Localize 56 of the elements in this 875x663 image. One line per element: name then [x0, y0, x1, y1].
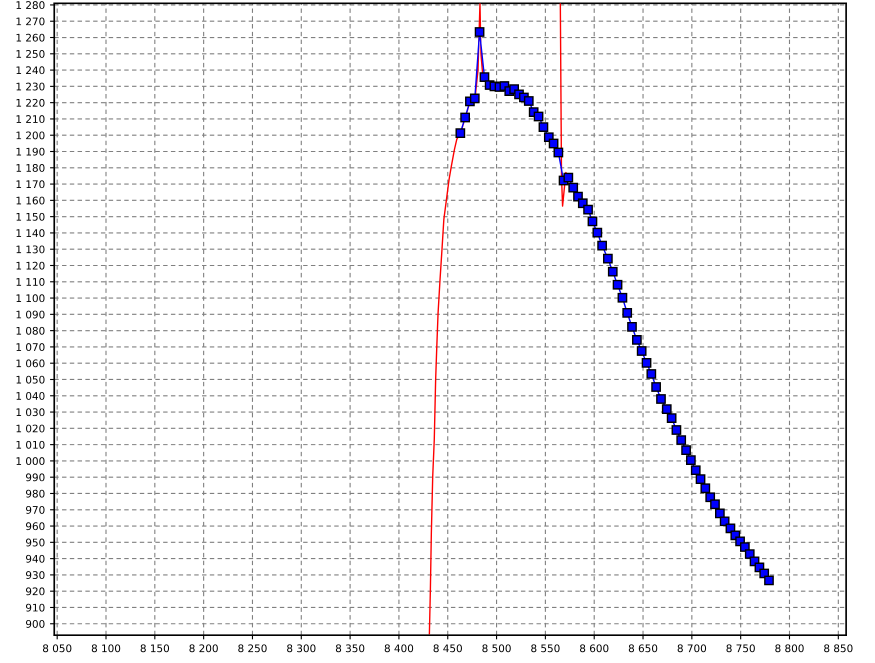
y-tick-label: 930 [26, 571, 45, 580]
y-tick-label: 1 030 [16, 408, 45, 416]
x-tick-label: 8 600 [580, 644, 608, 652]
y-tick-label: 920 [26, 587, 45, 596]
y-tick-label: 1 090 [16, 310, 45, 318]
y-tick-label: 1 020 [16, 424, 45, 432]
y-tick-label: 1 270 [16, 17, 45, 26]
x-tick-label: 8 450 [434, 644, 462, 652]
y-tick-label: 1 070 [16, 343, 45, 352]
x-tick-label: 8 300 [287, 644, 316, 652]
y-tick-label: 1 230 [16, 82, 45, 90]
y-tick-label: 1 250 [16, 50, 45, 58]
x-tick-label: 8 200 [189, 644, 218, 652]
y-tick-label: 1 240 [16, 66, 45, 74]
y-tick-label: 1 280 [16, 1, 45, 10]
y-tick-label: 1 160 [16, 196, 45, 204]
x-tick-label: 8 100 [92, 644, 120, 652]
y-tick-label: 1 130 [16, 245, 45, 254]
y-tick-label: 1 180 [16, 164, 45, 172]
y-tick-label: 1 110 [16, 278, 45, 286]
x-tick-label: 8 750 [726, 644, 755, 652]
y-tick-label: 1 050 [16, 376, 45, 384]
x-tick-label: 8 500 [482, 644, 511, 652]
y-tick-label: 900 [26, 620, 45, 628]
y-tick-label: 1 210 [16, 115, 45, 124]
x-tick-label: 8 650 [628, 644, 658, 652]
x-tick-label: 8 550 [531, 644, 560, 652]
y-tick-label: 910 [26, 604, 45, 612]
x-tick-label: 8 350 [336, 644, 364, 652]
x-tick-label: 8 400 [384, 644, 414, 652]
y-tick-label: 1 170 [16, 180, 45, 188]
y-tick-label: 1 000 [16, 457, 45, 466]
y-tick-label: 970 [26, 506, 45, 514]
x-tick-label: 8 250 [238, 644, 267, 652]
y-tick-label: 1 220 [16, 98, 45, 107]
x-tick-label: 8 850 [824, 644, 853, 652]
y-tick-label: 1 060 [16, 359, 45, 368]
y-tick-label: 1 260 [16, 34, 45, 42]
y-tick-label: 1 150 [16, 212, 45, 221]
y-tick-label: 960 [26, 522, 45, 530]
y-tick-label: 1 040 [16, 392, 45, 400]
x-tick-label: 8 800 [775, 644, 804, 652]
y-tick-label: 950 [26, 538, 45, 546]
y-tick-label: 1 100 [16, 294, 45, 302]
y-tick-label: 990 [26, 473, 45, 482]
y-tick-label: 940 [26, 554, 45, 563]
y-tick-label: 1 140 [16, 229, 45, 238]
y-tick-label: 980 [26, 490, 45, 498]
y-tick-label: 1 200 [16, 131, 45, 140]
y-tick-label: 1 190 [16, 148, 45, 156]
y-tick-label: 1 010 [16, 440, 45, 449]
x-tick-label: 8 700 [678, 644, 706, 652]
y-tick-label: 1 120 [16, 262, 45, 270]
x-tick-label: 8 150 [140, 644, 170, 652]
x-tick-label: 8 050 [42, 644, 72, 652]
y-tick-label: 1 080 [16, 326, 45, 335]
